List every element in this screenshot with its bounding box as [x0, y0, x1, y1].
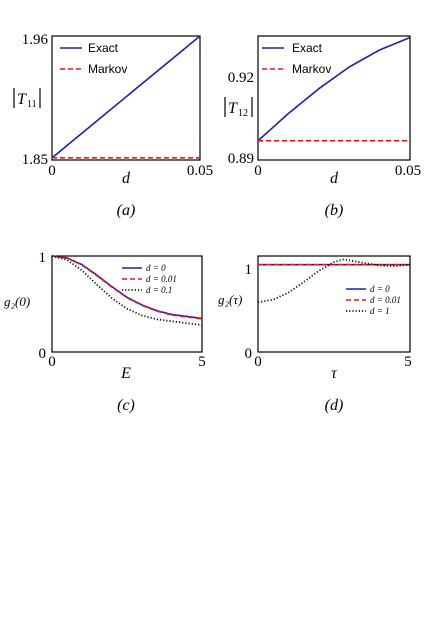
panel-a-legend-label-markov: Markov	[88, 62, 127, 76]
panel-d-legend-label-d001: d = 0.01	[370, 295, 401, 305]
panel-c-legend-label-d0: d = 0	[146, 263, 166, 273]
panel-b-ylabel-sub: 12	[238, 108, 248, 119]
panel-b-ylabel: T 12	[224, 97, 253, 119]
panel-b-series-0-line	[257, 36, 411, 142]
panel-a-legend: Exact Markov	[60, 41, 127, 76]
panel-c-ylabel: g₂(0)	[4, 294, 30, 309]
panel-b-legend: Exact Markov	[262, 41, 331, 76]
panel-b-xtick-right: 0.05	[395, 163, 421, 179]
panel-a-ytick-top: 1.96	[22, 32, 49, 48]
panel-a: 1.96 1.85 0 0.05 d T 11 Exact Markov (a)	[13, 32, 213, 219]
panel-c-series-1-line	[51, 255, 203, 320]
panel-a-xlabel: d	[122, 170, 131, 187]
panel-c-series	[51, 255, 203, 327]
panel-a-ylabel-base: T	[17, 91, 27, 108]
panel-c-legend: d = 0 d = 0.01 d = 0.1	[122, 263, 177, 295]
panel-d-label: (d)	[325, 397, 344, 414]
panel-c-xtick-left: 0	[48, 354, 56, 370]
panel-d-xlabel: τ	[331, 365, 338, 382]
panel-d-series	[257, 258, 411, 304]
panel-d-frame	[257, 255, 411, 353]
panel-b: 0.92 0.89 0 0.05 d T 12 Exact Markov (b)	[224, 35, 421, 219]
panel-b-ylabel-base: T	[228, 100, 238, 117]
panel-d-ytick-1: 1	[245, 262, 253, 278]
panel-d-legend-label-d1: d = 1	[370, 306, 390, 316]
panel-d-xtick-right: 5	[404, 354, 412, 370]
panel-a-frame	[51, 35, 201, 161]
panel-c-xtick-right: 5	[198, 354, 206, 370]
panel-a-series	[51, 35, 201, 159]
panel-b-xlabel: d	[330, 170, 339, 187]
panel-c-legend-label-d01: d = 0.1	[146, 285, 172, 295]
panel-d-legend-label-d0: d = 0	[370, 284, 390, 294]
panel-c-frame	[51, 255, 203, 353]
panel-d-xtick-left: 0	[254, 354, 262, 370]
panel-b-xtick-left: 0	[254, 163, 262, 179]
panel-c: 1 0 0 5 E g₂(0) d = 0 d = 0.01 d = 0.1 (…	[4, 250, 206, 414]
panel-c-series-2-line	[51, 255, 203, 327]
panel-c-xlabel: E	[120, 365, 131, 382]
panel-b-ytick-top: 0.92	[228, 70, 254, 86]
panel-a-series-0-line	[51, 35, 201, 159]
panel-c-ytick-1: 1	[39, 250, 47, 266]
panel-b-series	[257, 36, 411, 142]
panel-a-label: (a)	[117, 202, 136, 219]
panel-b-frame	[257, 35, 411, 161]
panel-b-ytick-bottom: 0.89	[228, 151, 254, 167]
panel-c-label: (c)	[117, 397, 135, 414]
panel-a-ylabel-sub: 11	[27, 99, 37, 110]
panel-a-ylabel: T 11	[13, 88, 41, 110]
panel-c-ytick-0: 0	[39, 346, 47, 362]
panel-d: 1 0 0 5 τ g₂(τ) d = 0 d = 0.01 d = 1 (d)	[218, 255, 412, 414]
panel-a-legend-label-exact: Exact	[88, 41, 119, 55]
panel-a-xtick-left: 0	[48, 163, 56, 179]
panel-a-ytick-bottom: 1.85	[22, 152, 48, 168]
panel-b-legend-label-markov: Markov	[292, 62, 331, 76]
panel-d-ytick-0: 0	[245, 346, 253, 362]
panel-a-xtick-right: 0.05	[187, 163, 213, 179]
panel-d-ylabel: g₂(τ)	[218, 292, 242, 307]
panel-d-series-2-line	[257, 258, 411, 304]
panel-b-label: (b)	[325, 202, 344, 219]
panel-b-legend-label-exact: Exact	[292, 41, 323, 55]
panel-c-legend-label-d001: d = 0.01	[146, 274, 177, 284]
panel-d-legend: d = 0 d = 0.01 d = 1	[346, 284, 401, 316]
